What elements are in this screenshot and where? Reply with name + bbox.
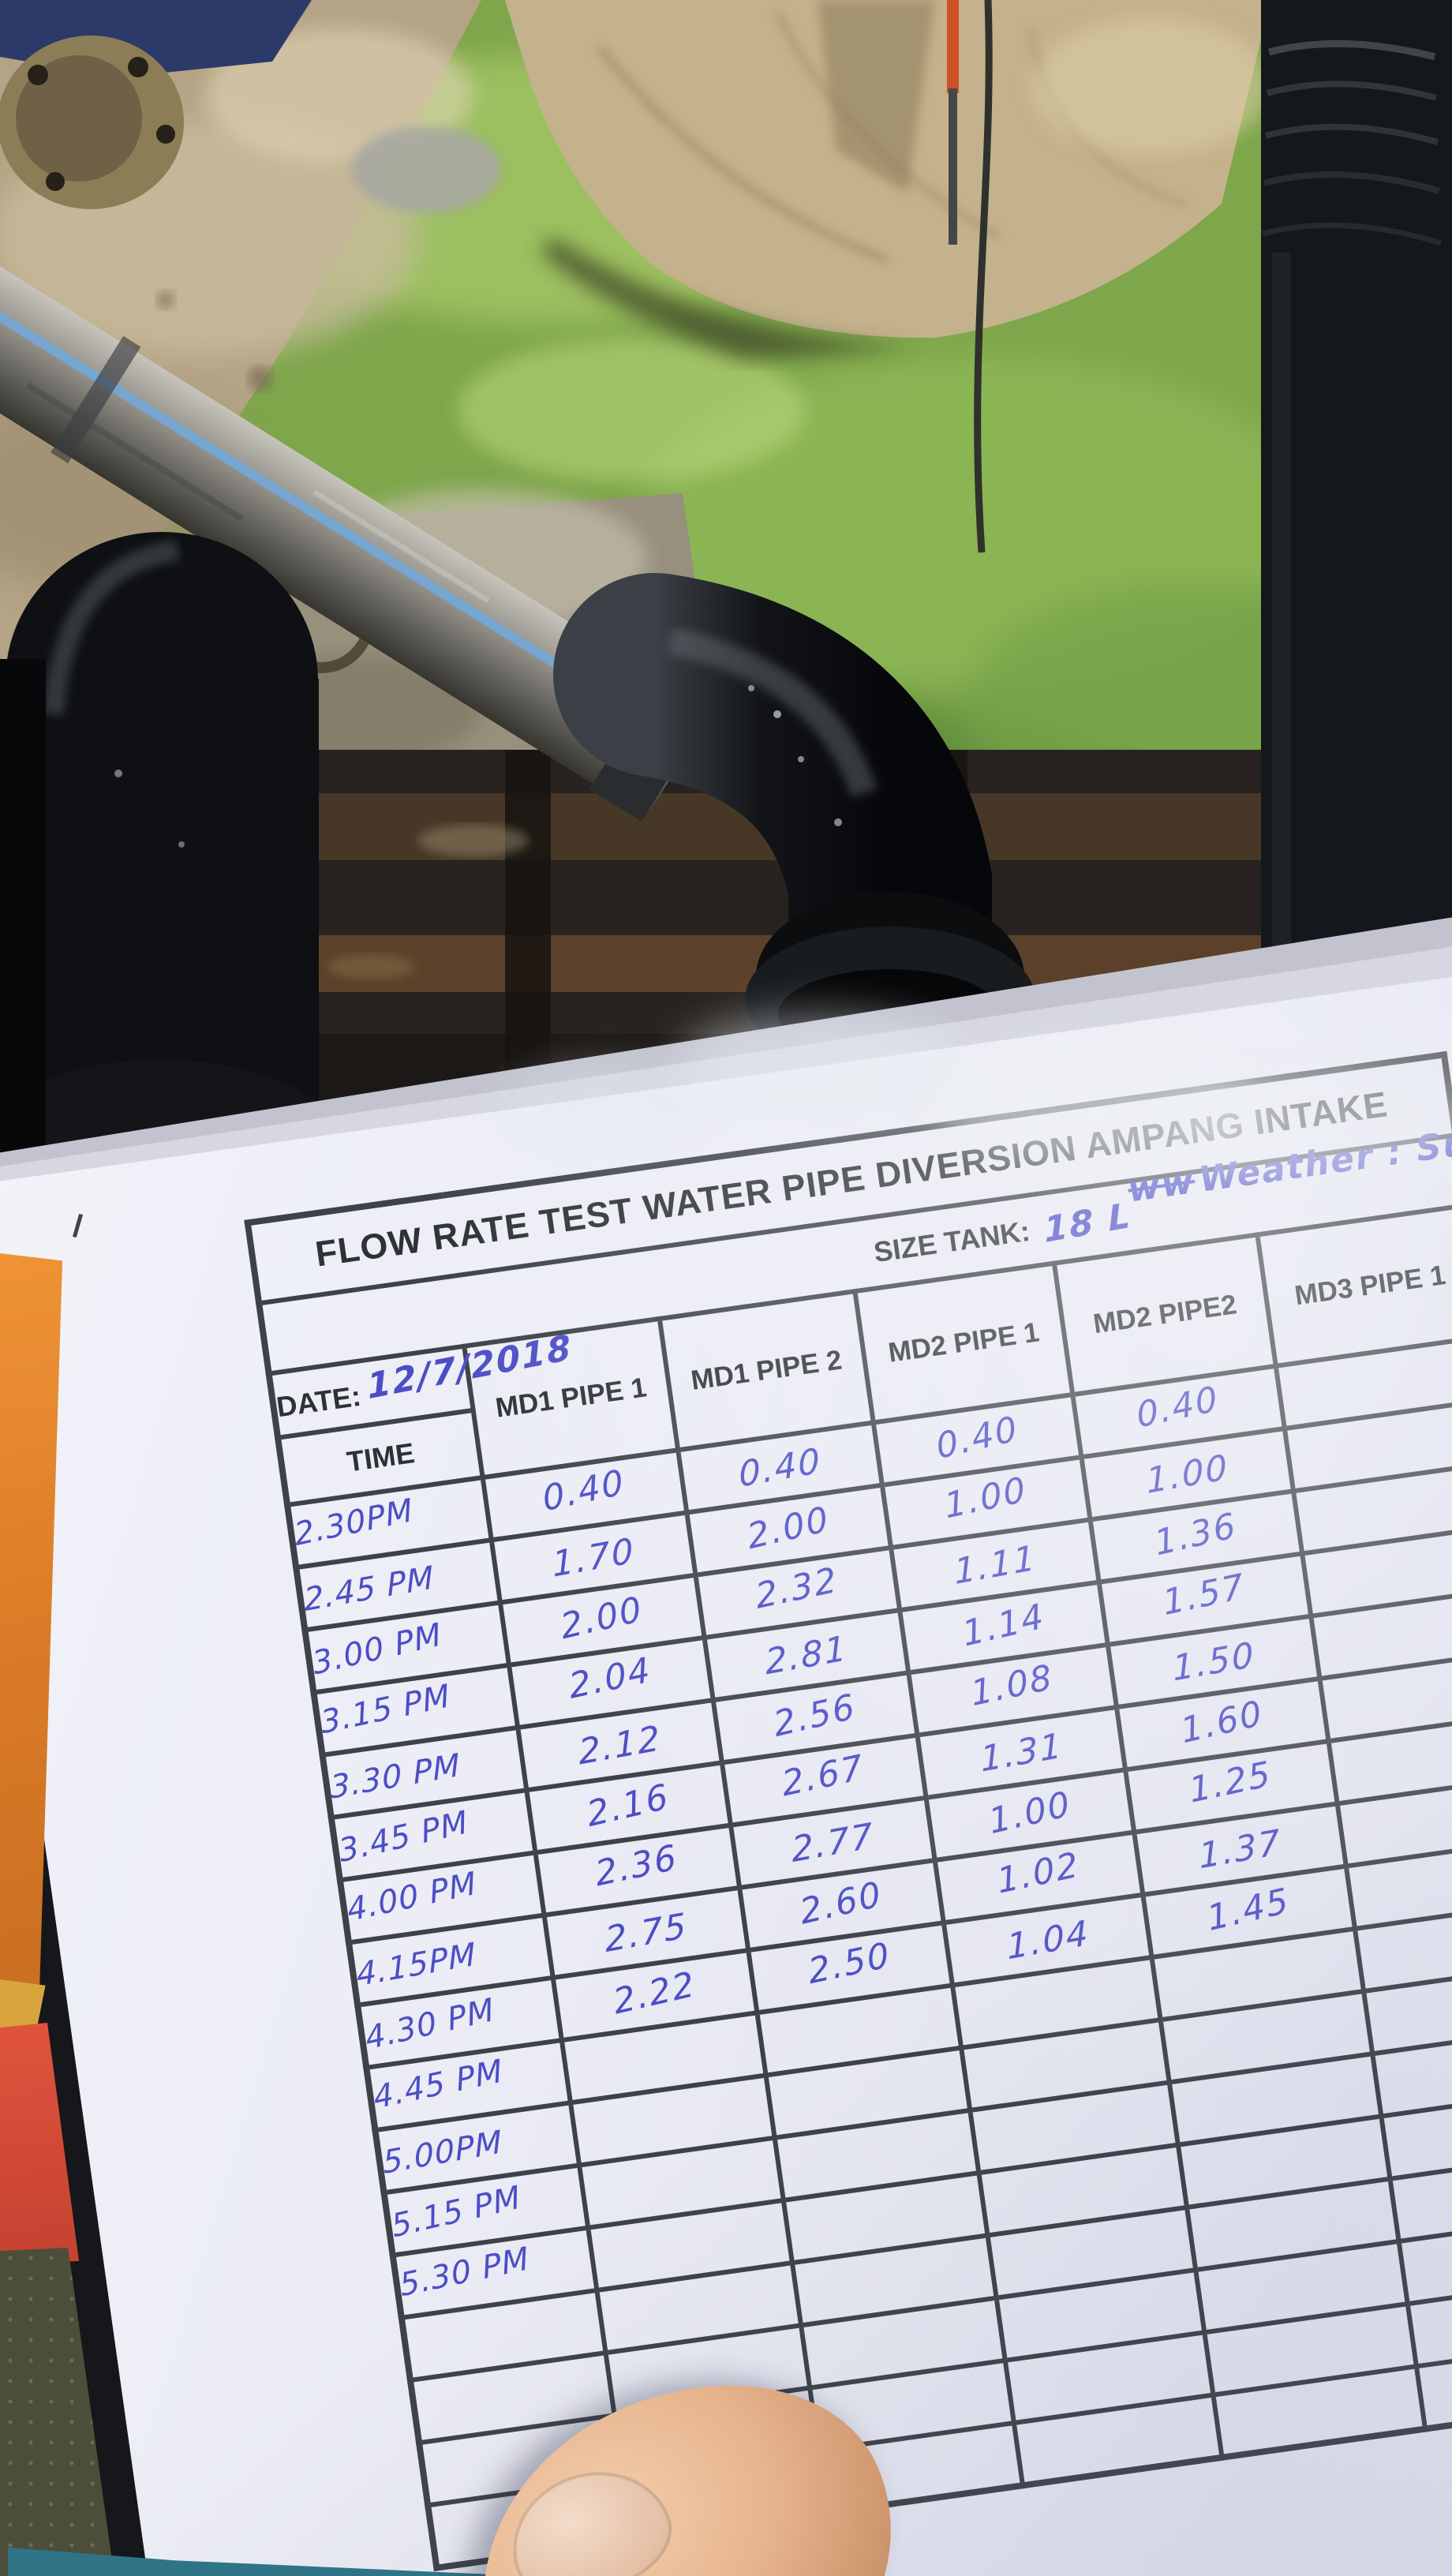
flow-rate-table: FLOW RATE TEST WATER PIPE DIVERSION AMPA… (244, 1050, 1452, 2572)
tarp (505, 0, 1270, 359)
flow-table-body: 2.30PM 0.40 0.40 0.40 0.40 2.45 PM 1.70 2.00 1.0… (287, 1336, 1452, 2568)
weather-scribble: ww (1125, 1160, 1198, 1210)
steam-mist (1176, 1073, 1452, 1184)
date-label: DATE: (274, 1379, 363, 1423)
marker-rod (947, 0, 959, 245)
water-pipe (0, 239, 715, 822)
steam-mist (931, 1050, 1270, 1168)
pipe-flange (0, 0, 312, 209)
red-sheet (0, 2023, 79, 2266)
hanging-cable (974, 0, 993, 553)
olive-folder (0, 2248, 114, 2576)
size-tank-value: 18 L (1042, 1194, 1133, 1251)
scene-photo (0, 0, 1452, 1192)
steam-mist (679, 1014, 963, 1117)
flow-rate-form-paper: FLOW RATE TEST WATER PIPE DIVERSION AMPA… (0, 939, 1452, 2576)
steam-mist (505, 1065, 710, 1144)
pipe-blue-stripe (0, 268, 693, 752)
size-tank-label: SIZE TANK: (871, 1214, 1032, 1269)
